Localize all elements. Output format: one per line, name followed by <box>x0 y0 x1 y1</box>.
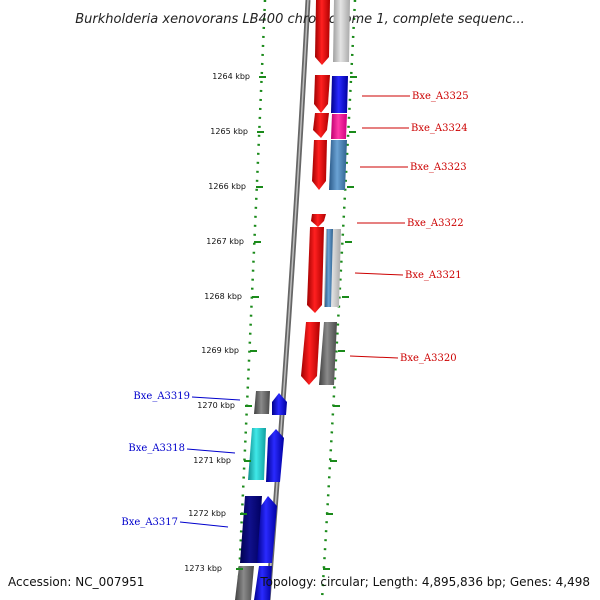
gene-feature-forward[interactable] <box>307 227 324 313</box>
kbp-label: 1269 kbp <box>201 346 239 355</box>
gene-feature-left[interactable] <box>272 393 287 415</box>
gene-feature-left[interactable] <box>254 566 272 600</box>
kbp-label: 1273 kbp <box>184 564 222 573</box>
gene-label-bxe-a3319[interactable]: Bxe_A3319 <box>133 391 190 402</box>
gene-feature-left[interactable] <box>235 566 254 600</box>
gene-feature-forward[interactable] <box>312 140 327 190</box>
gene-label-group-right <box>349 95 410 359</box>
gene-label-bxe-a3325[interactable]: Bxe_A3325 <box>412 91 469 102</box>
gene-feature-outer[interactable] <box>331 76 348 113</box>
accession-text: Accession: NC_007951 <box>8 575 144 589</box>
kbp-label: 1265 kbp <box>210 127 248 136</box>
right-tick-marks <box>323 76 357 570</box>
gene-feature-left[interactable] <box>248 428 266 480</box>
kbp-label: 1272 kbp <box>188 509 226 518</box>
gene-label-bxe-a3321[interactable]: Bxe_A3321 <box>405 270 462 281</box>
gene-feature-forward[interactable] <box>311 214 326 227</box>
kbp-label: 1268 kbp <box>204 292 242 301</box>
gene-label-group-left <box>179 396 241 528</box>
gene-feature-left[interactable] <box>266 429 284 482</box>
gene-feature-outer[interactable] <box>329 140 347 190</box>
gene-label-bxe-a3324[interactable]: Bxe_A3324 <box>411 123 468 134</box>
gene-feature-left[interactable] <box>240 496 262 563</box>
kbp-label: 1270 kbp <box>197 401 235 410</box>
gene-label-bxe-a3322[interactable]: Bxe_A3322 <box>407 218 464 229</box>
gene-feature-outer[interactable] <box>319 322 337 385</box>
gene-feature-outer[interactable] <box>331 114 347 139</box>
gene-feature-outer[interactable] <box>333 0 350 62</box>
gene-label-bxe-a3320[interactable]: Bxe_A3320 <box>400 353 457 364</box>
gene-label-bxe-a3323[interactable]: Bxe_A3323 <box>410 162 467 173</box>
map-title: Burkholderia xenovorans LB400 chromosome… <box>75 12 525 27</box>
kbp-label: 1266 kbp <box>208 182 246 191</box>
gene-label-bxe-a3318[interactable]: Bxe_A3318 <box>128 443 185 454</box>
gene-label-bxe-a3317[interactable]: Bxe_A3317 <box>121 517 178 528</box>
gene-feature-forward[interactable] <box>313 113 329 138</box>
gene-feature-forward[interactable] <box>315 0 330 65</box>
kbp-label: 1267 kbp <box>206 237 244 246</box>
kbp-label: 1271 kbp <box>193 456 231 465</box>
gene-feature-outer[interactable] <box>325 229 333 307</box>
gene-feature-forward[interactable] <box>314 75 330 113</box>
gene-feature-left[interactable] <box>254 391 270 414</box>
kbp-label: 1264 kbp <box>212 72 250 81</box>
kbp-tick-marks <box>236 76 266 570</box>
gene-feature-forward[interactable] <box>301 322 320 385</box>
gene-feature-left[interactable] <box>257 496 277 563</box>
sequence-summary-text: Topology: circular; Length: 4,895,836 bp… <box>259 575 590 589</box>
